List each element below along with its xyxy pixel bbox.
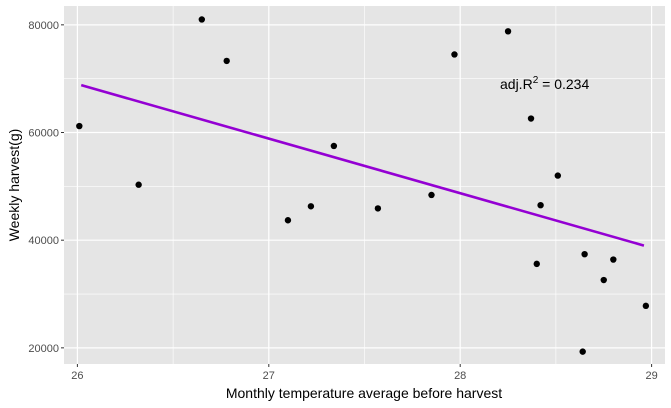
minor-gridlines	[64, 6, 665, 364]
data-point	[537, 201, 544, 209]
data-point	[135, 181, 142, 188]
data-point	[223, 57, 230, 65]
data-point	[504, 28, 512, 35]
x-axis-ticks: 26 27 28 29	[71, 364, 658, 382]
data-point	[642, 302, 650, 310]
data-point	[76, 122, 83, 130]
data-points	[76, 16, 650, 355]
regression-line	[80, 83, 645, 247]
data-point	[527, 115, 535, 122]
data-point	[198, 16, 206, 23]
x-tick-label: 29	[645, 370, 657, 382]
data-point	[600, 276, 607, 284]
x-axis-title: Monthly temperature average before harve…	[226, 385, 502, 401]
r-squared-annotation: adj.R2 = 0.234	[500, 75, 589, 92]
data-point	[330, 142, 338, 150]
data-point	[451, 51, 458, 58]
x-tick-label: 27	[263, 370, 275, 382]
data-point	[307, 203, 315, 210]
data-point	[428, 191, 435, 199]
data-point	[374, 205, 382, 212]
data-point	[554, 172, 562, 179]
data-point	[579, 348, 586, 355]
y-axis-ticks: 20000 40000 60000 80000	[28, 20, 64, 355]
data-point	[533, 260, 540, 268]
x-tick-label: 28	[454, 370, 466, 382]
y-tick-label: 60000	[28, 128, 59, 140]
major-gridlines	[64, 6, 665, 364]
x-tick-label: 26	[71, 370, 83, 382]
y-axis-title: Weekly harvest(g)	[6, 129, 22, 242]
y-tick-label: 20000	[28, 343, 59, 355]
y-tick-label: 40000	[28, 235, 59, 247]
data-point	[581, 250, 588, 258]
trend-line-group	[80, 83, 645, 247]
data-point	[284, 217, 292, 224]
data-point	[610, 256, 617, 263]
y-tick-label: 80000	[28, 20, 59, 32]
